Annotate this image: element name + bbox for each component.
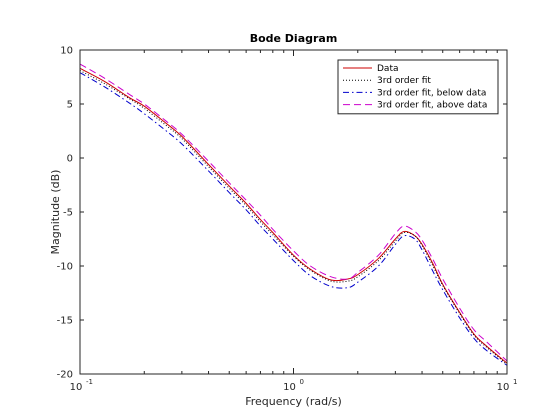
series-line-1 xyxy=(79,70,508,365)
legend-label-1: 3rd order fit xyxy=(377,76,431,86)
legend-label-0: Data xyxy=(377,64,399,74)
y-axis-label: Magnitude (dB) xyxy=(49,170,62,255)
chart-title: Bode Diagram xyxy=(250,32,338,45)
x-tick-exponent: -1 xyxy=(86,378,93,386)
y-tick-label: 10 xyxy=(60,46,73,57)
x-tick-exponent: 1 xyxy=(513,378,517,386)
series-layer xyxy=(79,63,508,366)
x-tick-exponent: 0 xyxy=(300,378,304,386)
y-tick-label: 5 xyxy=(67,100,73,111)
y-tick-label: -15 xyxy=(57,316,73,327)
series-line-0 xyxy=(79,67,508,364)
y-tick-label: 0 xyxy=(67,154,73,165)
legend-box xyxy=(337,59,499,115)
x-axis-label: Frequency (rad/s) xyxy=(245,395,342,408)
x-tick-label: 10 xyxy=(497,382,510,393)
x-tick-label: 10 xyxy=(283,382,296,393)
series-line-2 xyxy=(79,72,508,366)
legend-label-2: 3rd order fit, below data xyxy=(377,88,486,98)
legend: Data 3rd order fit 3rd order fit, below da… xyxy=(337,59,499,115)
y-tick-label: -5 xyxy=(63,208,73,219)
series-line-3 xyxy=(79,63,508,362)
legend-label-3: 3rd order fit, above data xyxy=(377,101,487,111)
x-tick-label: 10 xyxy=(70,382,83,393)
y-tick-label: -10 xyxy=(57,262,73,273)
y-tick-label: -20 xyxy=(57,370,73,381)
